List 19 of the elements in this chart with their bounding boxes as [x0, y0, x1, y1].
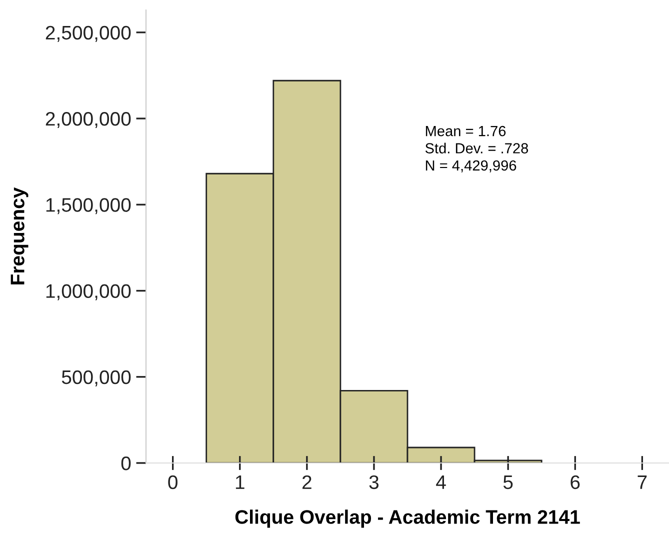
y-tick-label: 1,500,000	[46, 198, 131, 214]
y-tick-label: 0	[121, 456, 131, 470]
x-tick-label: 6	[570, 475, 580, 490]
annotation: Std. Dev. = .728	[425, 142, 528, 154]
y-tick-label: 2,500,000	[46, 26, 131, 42]
x-tick-label: 5	[503, 476, 513, 490]
x-axis-title: Clique Overlap - Academic Term 2141	[235, 510, 580, 528]
y-tick-label: 500,000	[62, 370, 131, 386]
y-tick-label: 2,000,000	[46, 112, 131, 128]
x-tick-label: 3	[369, 475, 379, 490]
x-tick-label: 4	[436, 476, 446, 489]
annotation: N = 4,429,996	[426, 160, 516, 172]
annotation: Mean = 1.76	[426, 126, 506, 136]
x-tick-label: 2	[302, 475, 312, 489]
y-axis-title: Frequency	[10, 187, 28, 284]
x-tick-label: 1	[236, 476, 244, 489]
x-tick-label: 0	[168, 475, 178, 490]
y-tick-label: 1,000,000	[46, 284, 131, 300]
x-tick-label: 7	[638, 476, 647, 489]
